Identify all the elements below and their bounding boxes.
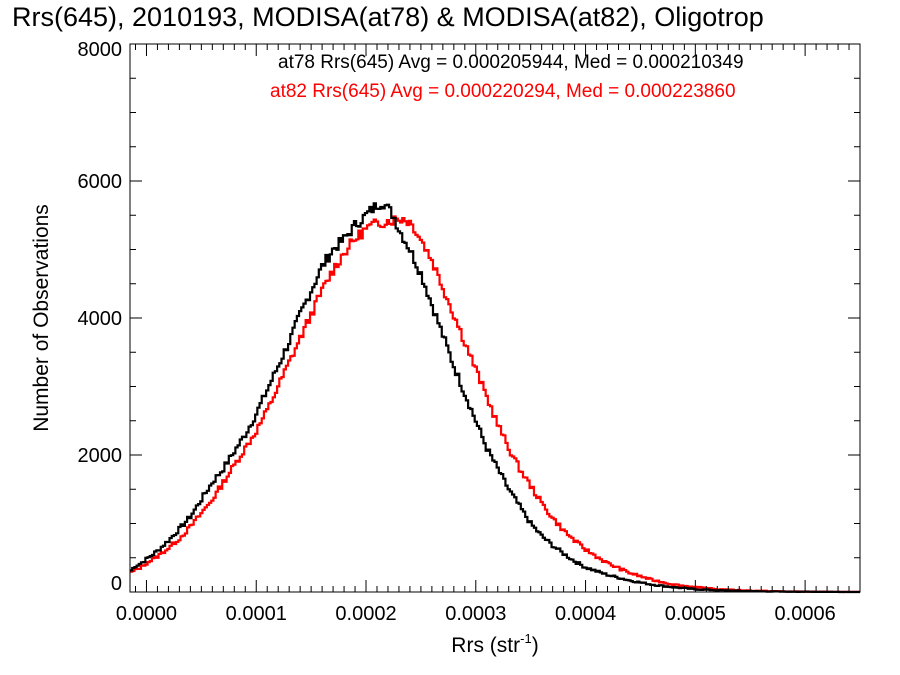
y-axis-label: Number of Observations bbox=[30, 204, 53, 432]
y-tick-label: 8000 bbox=[78, 39, 123, 61]
x-axis-label-main: Rrs (str bbox=[451, 634, 520, 657]
x-tick-label: 0.0006 bbox=[775, 603, 836, 625]
x-tick-labels: 0.0000 0.0001 0.0002 0.0003 0.0004 0.0005 0.00… bbox=[116, 603, 836, 625]
annotation-at82: at82 Rrs(645) Avg = 0.000220294, Med = 0… bbox=[270, 81, 736, 102]
annotation-at78: at78 Rrs(645) Avg = 0.000205944, Med = 0… bbox=[278, 52, 744, 73]
y-tick-label: 4000 bbox=[78, 308, 123, 330]
y-tick-label: 2000 bbox=[78, 445, 123, 467]
x-tick-label: 0.0000 bbox=[116, 603, 177, 625]
y-tick-label: 6000 bbox=[78, 171, 123, 193]
x-tick-label: 0.0001 bbox=[226, 603, 287, 625]
x-axis-label-sup: -1 bbox=[520, 631, 532, 646]
y-tick-labels: 0 2000 4000 6000 8000 bbox=[78, 39, 123, 595]
plot-frame bbox=[129, 43, 861, 593]
x-tick-label: 0.0002 bbox=[335, 603, 396, 625]
histogram-series-1 bbox=[130, 215, 860, 594]
x-tick-label: 0.0004 bbox=[555, 603, 616, 625]
x-axis-label: Rrs (str-1) bbox=[451, 631, 538, 657]
x-axis-label-close: ) bbox=[532, 634, 539, 657]
y-tick-label: 0 bbox=[111, 573, 122, 595]
chart-title: Rrs(645), 2010193, MODISA(at78) & MODISA… bbox=[12, 2, 764, 32]
histogram-series-0 bbox=[130, 202, 860, 594]
series-layer bbox=[130, 202, 860, 594]
ticks-layer bbox=[130, 43, 861, 593]
x-tick-label: 0.0005 bbox=[665, 603, 726, 625]
x-tick-label: 0.0003 bbox=[445, 603, 506, 625]
